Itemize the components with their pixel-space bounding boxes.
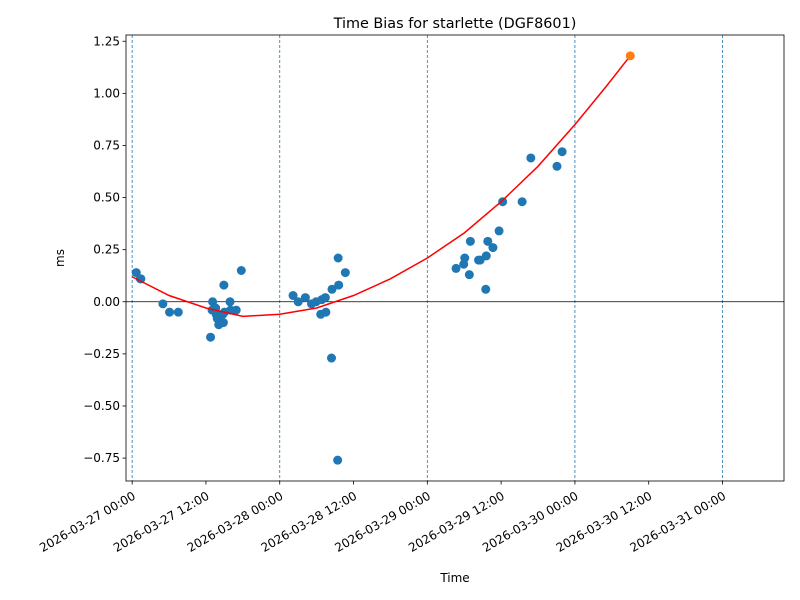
data-point [231,305,241,315]
chart-title: Time Bias for starlette (DGF8601) [333,16,577,32]
data-point [165,307,175,317]
data-point [526,153,536,163]
data-point [219,280,229,290]
data-point [326,353,336,363]
data-point [288,291,298,301]
data-point [488,243,498,253]
data-point [481,251,491,261]
data-point [517,197,527,207]
data-point [334,280,344,290]
y-tick-label: 0.00 [93,295,120,309]
data-point [460,253,470,263]
data-point [327,284,337,294]
fit-curve [131,55,631,318]
prediction-point [625,51,635,61]
data-point [320,293,330,303]
y-tick-label: 1.25 [93,34,120,48]
y-tick-label: 0.50 [93,191,120,205]
data-point [300,293,310,303]
data-point [483,236,493,246]
plot-area [126,35,784,481]
data-point [340,268,350,278]
data-point [333,455,343,465]
data-point [451,263,461,273]
data-point [552,161,562,171]
y-tick-label: 0.75 [93,138,120,152]
y-axis-label: ms [53,249,67,267]
y-tick-label: 1.00 [93,86,120,100]
data-point [498,197,508,207]
data-point [206,332,216,342]
data-point [481,284,491,294]
y-tick-label: 0.25 [93,243,120,257]
y-tick-label: −0.25 [83,347,120,361]
data-point [158,299,168,309]
y-tick-label: −0.75 [83,451,120,465]
y-tick-label: −0.50 [83,399,120,413]
plot-frame [125,34,785,482]
data-point [236,266,246,276]
data-point [494,226,504,236]
data-point [293,297,303,307]
data-point [218,318,228,328]
data-point [464,270,474,280]
x-axis-label: Time [439,571,469,585]
data-point [136,274,146,284]
data-point [173,307,183,317]
data-point [465,236,475,246]
data-point [333,253,343,263]
data-point [225,297,235,307]
data-point [557,147,567,157]
data-point [321,307,331,317]
axes: −0.75−0.50−0.250.000.250.500.751.001.252… [37,34,785,555]
